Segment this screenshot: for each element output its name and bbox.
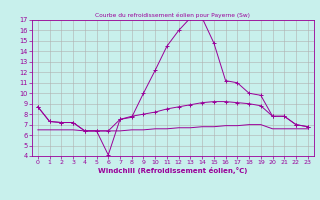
Title: Courbe du refroidissement éolien pour Payerne (Sw): Courbe du refroidissement éolien pour Pa…: [95, 13, 250, 18]
X-axis label: Windchill (Refroidissement éolien,°C): Windchill (Refroidissement éolien,°C): [98, 167, 247, 174]
